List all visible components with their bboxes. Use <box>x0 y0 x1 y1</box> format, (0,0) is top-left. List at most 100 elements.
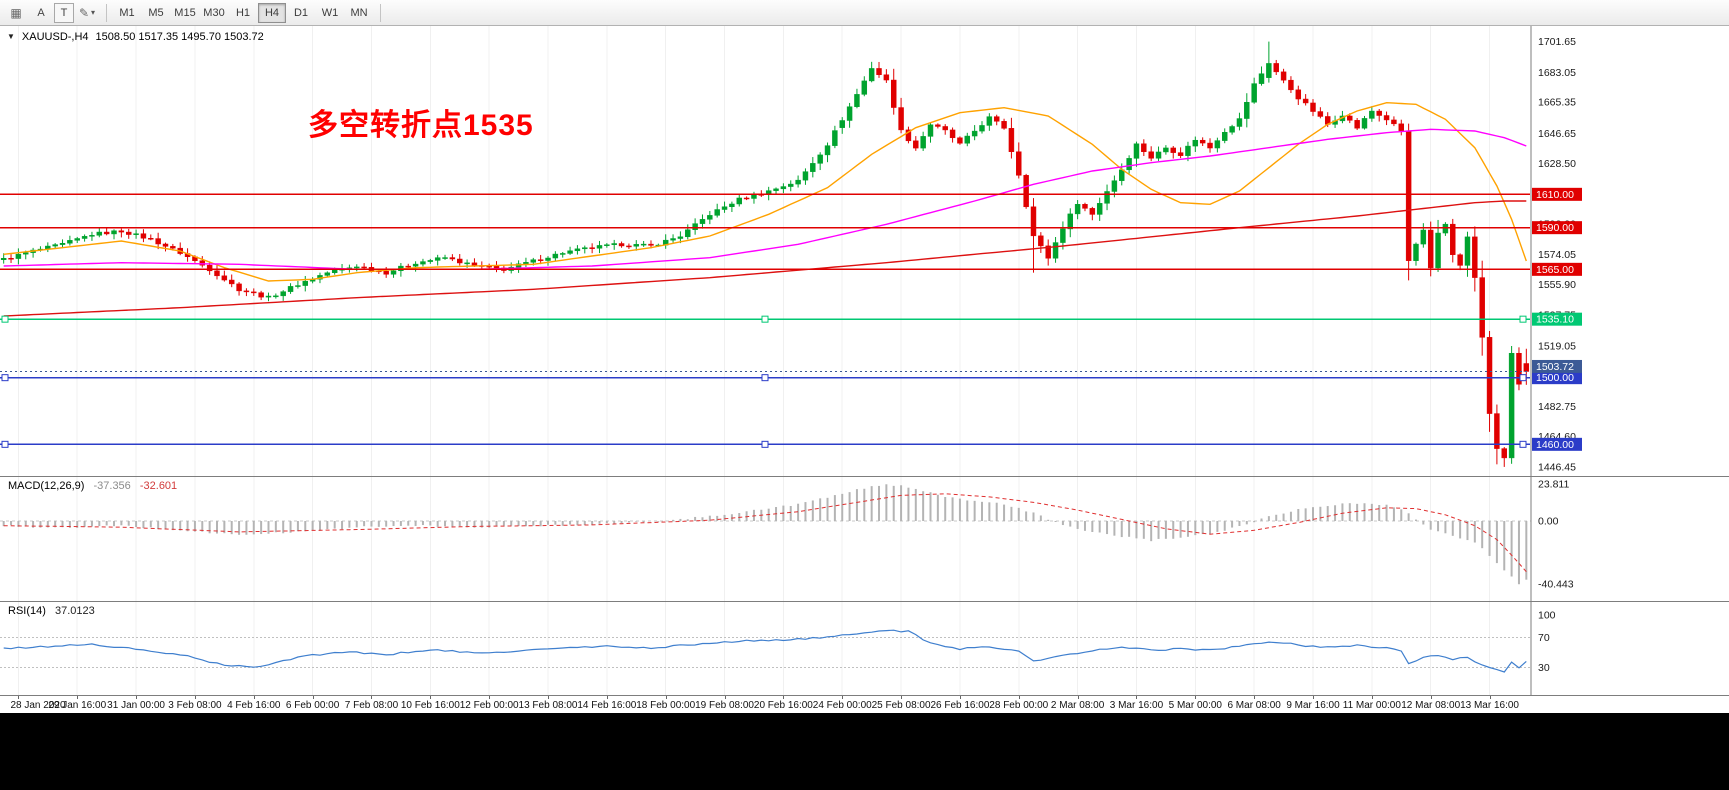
time-label: 13 Mar 16:00 <box>1460 700 1519 711</box>
ma-fast-orange <box>3 101 1527 282</box>
price-badge <box>1532 359 1582 373</box>
line-handle[interactable] <box>1 374 9 382</box>
toolbar-separator <box>106 3 107 22</box>
time-tick <box>959 696 961 699</box>
time-label: 28 Jan 2020 <box>10 700 66 711</box>
price-tick: 1574.05 <box>1538 249 1576 261</box>
text-tool-button[interactable]: T <box>54 2 74 23</box>
macd-indicator-label: MACD(12,26,9) -37.356 -32.601 <box>8 480 177 492</box>
macd-signal-value: -32.601 <box>139 480 178 492</box>
timeframe-W1[interactable]: W1 <box>316 3 344 23</box>
time-label: 19 Feb 08:00 <box>695 700 754 711</box>
timeframe-M5[interactable]: M5 <box>142 3 170 23</box>
time-tick <box>606 696 608 699</box>
time-tick <box>1136 696 1138 699</box>
macd-panel[interactable]: 23.811 0.00 -40.443 <box>0 476 1729 601</box>
macd-signal-line <box>3 493 1527 573</box>
rsi-scale-tick: 30 <box>1538 662 1550 674</box>
time-tick <box>312 696 314 699</box>
symbol-timeframe-label: XAUUSD-,H4 <box>21 31 89 43</box>
line-handle[interactable] <box>1519 374 1527 382</box>
ohlc-values: 1508.50 1517.35 1495.70 1503.72 <box>95 31 264 43</box>
price-tick: 1683.05 <box>1538 67 1576 79</box>
price-badge-label: 1535.10 <box>1536 314 1574 326</box>
time-tick <box>548 696 549 699</box>
timeframe-M15[interactable]: M15 <box>171 3 199 23</box>
time-label: 20 Feb 16:00 <box>753 700 813 711</box>
time-tick <box>1313 696 1314 699</box>
bottom-black-strip <box>0 713 1729 790</box>
ma-mid-magenta <box>3 128 1527 271</box>
time-label: 28 Feb 00:00 <box>989 700 1049 711</box>
timeframe-H4[interactable]: H4 <box>258 2 286 23</box>
time-label: 7 Feb 08:00 <box>344 700 399 711</box>
chart-window-icon[interactable]: ▦ <box>4 3 28 23</box>
line-handle[interactable] <box>1519 315 1527 323</box>
colors-tool-button[interactable]: ✎ ▾ <box>75 3 99 23</box>
time-axis[interactable]: 28 Jan 2020 29 Jan 16:00 31 Jan 00:00 3 Feb… <box>0 695 1729 713</box>
time-tick <box>1371 696 1373 699</box>
time-tick <box>194 696 196 699</box>
rsi-value: 37.0123 <box>54 605 95 617</box>
time-tick <box>1430 696 1432 699</box>
time-label: 31 Jan 00:00 <box>107 700 165 711</box>
price-tick: 1446.45 <box>1538 461 1576 473</box>
price-badge-label: 1565.00 <box>1536 264 1574 276</box>
macd-scale-tick: -40.443 <box>1538 578 1574 590</box>
dropdown-caret-icon: ▾ <box>91 8 96 17</box>
price-badge <box>1532 371 1582 385</box>
line-handle[interactable] <box>1 315 9 323</box>
time-label: 10 Feb 16:00 <box>400 700 460 711</box>
rsi-panel[interactable]: 100 70 30 <box>0 601 1729 695</box>
horizontal-level-lines[interactable] <box>0 193 1530 448</box>
price-badge-label: 1460.00 <box>1536 439 1574 451</box>
time-label: 18 Feb 00:00 <box>636 700 696 711</box>
candlestick-series <box>0 41 1530 467</box>
time-label: 3 Feb 08:00 <box>168 700 222 711</box>
time-label: 26 Feb 16:00 <box>930 700 990 711</box>
macd-main-value: -37.356 <box>93 480 131 492</box>
time-tick <box>1195 696 1197 699</box>
price-badges: 1610.00 1590.00 1565.00 1535.10 1500.00 1460.… <box>1532 187 1582 451</box>
price-scale: 1701.65 1683.05 1665.35 1646.65 1628.50 1610.… <box>1530 26 1576 476</box>
time-tick <box>430 696 432 699</box>
price-tick: 1646.65 <box>1538 128 1576 140</box>
price-badge <box>1532 262 1582 276</box>
line-handle[interactable] <box>761 315 769 323</box>
time-tick <box>665 696 667 699</box>
time-label: 9 Mar 16:00 <box>1286 700 1340 711</box>
chart-title: ▼ XAUUSD-,H4 1508.50 1517.35 1495.70 150… <box>7 31 264 43</box>
time-label: 29 Jan 16:00 <box>48 700 107 711</box>
ma-slow-red <box>3 200 1527 317</box>
timeframe-M30[interactable]: M30 <box>200 3 228 23</box>
time-label: 12 Feb 00:00 <box>459 700 519 711</box>
pencil-icon: ✎ <box>78 5 90 20</box>
symbol-dropdown-icon[interactable]: ▼ <box>7 32 15 41</box>
time-label: 13 Feb 08:00 <box>518 700 578 711</box>
time-label: 6 Mar 08:00 <box>1227 700 1281 711</box>
timeframe-H1[interactable]: H1 <box>229 3 257 23</box>
time-tick <box>1018 696 1020 699</box>
chart-annotation-text[interactable]: 多空转折点1535 <box>308 109 534 142</box>
line-handle[interactable] <box>761 440 769 448</box>
line-handle[interactable] <box>761 374 769 382</box>
time-label: 12 Mar 08:00 <box>1401 700 1461 711</box>
line-handle[interactable] <box>1519 440 1527 448</box>
timeframe-D1[interactable]: D1 <box>287 3 315 23</box>
time-tick <box>842 696 844 699</box>
time-tick <box>724 696 726 699</box>
timeframe-MN[interactable]: MN <box>345 3 373 23</box>
price-tick: 1555.90 <box>1538 279 1576 291</box>
line-handle[interactable] <box>1 440 9 448</box>
timeframe-M1[interactable]: M1 <box>113 3 141 23</box>
price-tick: 1628.50 <box>1538 158 1576 170</box>
time-tick <box>1077 696 1079 699</box>
price-badge-label: 1610.00 <box>1536 189 1574 201</box>
time-label: 11 Mar 00:00 <box>1342 700 1401 711</box>
price-badge-label: 1503.72 <box>1536 361 1574 373</box>
time-label: 3 Mar 16:00 <box>1109 700 1164 711</box>
price-chart[interactable]: 1701.65 1683.05 1665.35 1646.65 1628.50 1610.… <box>0 26 1729 476</box>
time-tick <box>371 696 373 699</box>
cursor-tool-button[interactable]: A <box>29 3 53 23</box>
